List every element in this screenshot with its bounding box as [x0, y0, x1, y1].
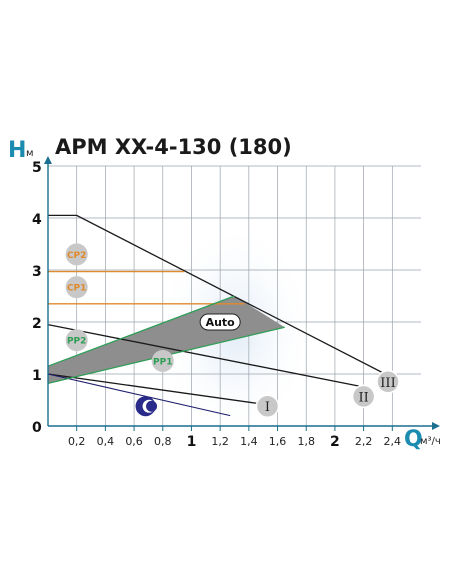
x-tick-label: 2,2 — [355, 435, 373, 448]
badge-cp2 — [65, 243, 88, 266]
moon-icon-group — [135, 396, 158, 417]
badge-label-i: I — [265, 400, 270, 415]
y-axis-symbol: H — [8, 138, 26, 163]
auto-label: Auto — [206, 316, 236, 329]
x-axis-unit: м³/ч — [420, 436, 441, 447]
x-tick-label: 1 — [187, 434, 197, 450]
badge-pp2 — [65, 329, 88, 352]
y-tick-label: 1 — [32, 368, 42, 384]
x-tick-label: 2 — [330, 434, 340, 450]
badge-iii — [376, 370, 400, 394]
badge-label-cp1: CP1 — [67, 284, 86, 294]
badge-label-cp2: CP2 — [67, 251, 86, 261]
badge-label-pp2: PP2 — [67, 337, 86, 347]
y-tick-label: 3 — [32, 264, 42, 280]
x-tick-label: 1,8 — [297, 435, 315, 448]
grid — [48, 165, 421, 431]
badge-i — [255, 394, 280, 418]
x-tick-label: 0,4 — [97, 435, 115, 448]
badge-ii — [351, 384, 376, 409]
x-tick-labels: 0,2 0,4 0,6 0,8 1 1,2 1,4 1,6 1,8 2 2,2 2,4 — [68, 434, 401, 450]
series-line-ii — [47, 323, 364, 388]
series-line-i — [47, 373, 271, 406]
x-tick-label: 0,6 — [125, 435, 143, 448]
moon-icon-inner — [146, 400, 158, 412]
badge-cp1 — [65, 276, 88, 299]
y-tick-label: 4 — [32, 212, 42, 228]
badge-label-ii: II — [358, 390, 368, 405]
y-axis-unit: м — [26, 148, 34, 159]
auto-badge — [199, 313, 241, 331]
chart-title: APM XX-4-130 (180) — [55, 135, 292, 159]
series-line-night — [47, 373, 231, 417]
y-tick-label: 0 — [32, 420, 42, 436]
x-tick-label: 1,2 — [211, 435, 229, 448]
badge-label-pp1: PP1 — [153, 358, 172, 368]
x-axis-arrow — [432, 422, 440, 430]
x-tick-label: 0,8 — [154, 435, 172, 448]
badge-pp1 — [151, 350, 174, 372]
x-tick-label: 0,2 — [68, 435, 86, 448]
x-tick-label: 1,4 — [240, 435, 258, 448]
y-tick-label: 2 — [32, 316, 42, 332]
y-axis-arrow — [44, 156, 52, 164]
badge-label-iii: III — [380, 376, 395, 391]
x-axis-symbol: Q — [404, 427, 423, 452]
series-line-pp2 — [47, 295, 235, 367]
x-tick-label: 2,4 — [384, 435, 402, 448]
y-tick-labels: 0 1 2 3 4 5 — [32, 160, 42, 436]
series-line-iii — [48, 214, 386, 375]
x-tick-label: 1,6 — [269, 435, 287, 448]
y-tick-label: 5 — [32, 160, 42, 176]
